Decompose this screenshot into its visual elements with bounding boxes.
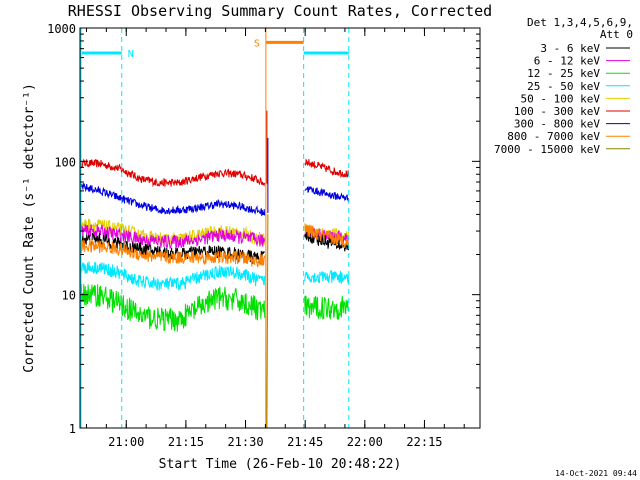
series-line-6-0 (79, 261, 266, 291)
legend-entry-label: 300 - 800 keV (514, 118, 600, 131)
series-line-1-1 (304, 185, 349, 202)
saa-flag-label: S (254, 38, 260, 49)
legend-entry-label: 12 - 25 keV (527, 67, 600, 80)
legend-entry-label: 100 - 300 keV (514, 105, 600, 118)
night-flag-label: N (128, 49, 134, 60)
series-line-0-0 (79, 157, 266, 188)
y-tick-label: 100 (54, 155, 76, 169)
x-tick-label: 22:00 (347, 435, 383, 449)
y-tick-label: 1 (69, 422, 76, 436)
x-axis-label: Start Time (26-Feb-10 20:48:22) (159, 457, 402, 472)
y-tick-label: 10 (62, 289, 76, 303)
y-tick-label: 1000 (47, 22, 76, 36)
legend-entry-label: 25 - 50 keV (527, 80, 600, 93)
series-line-5-0 (79, 238, 266, 268)
legend-entry-label: 800 - 7000 keV (507, 130, 600, 143)
series-line-5-1 (304, 223, 349, 249)
series-line-6-1 (304, 270, 349, 284)
x-tick-label: 21:15 (168, 435, 204, 449)
x-tick-label: 21:45 (287, 435, 323, 449)
x-tick-label: 22:15 (406, 435, 442, 449)
legend-header-line-1: Det 1,3,4,5,6,9, (527, 16, 633, 29)
legend-entry-label: 6 - 12 keV (534, 55, 601, 68)
legend-entry-label: 50 - 100 keV (521, 92, 601, 105)
series-line-0-1 (304, 158, 349, 179)
series-line-4-1 (304, 231, 349, 252)
series-line-1-0 (79, 181, 266, 217)
series-line-3-0 (79, 224, 266, 250)
x-tick-label: 21:30 (227, 435, 263, 449)
plot-frame (79, 27, 481, 429)
timestamp: 14-Oct-2021 09:44 (555, 469, 637, 478)
series-line-7-1 (304, 295, 349, 320)
legend-entry-label: 7000 - 15000 keV (494, 143, 600, 156)
legend-entry-label: 3 - 6 keV (540, 42, 600, 55)
flare-rise-olive (266, 214, 269, 429)
x-tick-label: 21:00 (108, 435, 144, 449)
series-line-7-0 (79, 282, 266, 332)
chart-title: RHESSI Observing Summary Count Rates, Co… (68, 2, 492, 20)
band-layer: NS (80, 28, 350, 428)
legend-header-line-2: Att 0 (600, 28, 633, 41)
axis-layer: 21:00 21:15 21:30 21:45 22:00 22:15 1 10 100 1000 (47, 22, 480, 449)
y-axis-label: Corrected Count Rate (s⁻¹ detector⁻¹) (22, 83, 37, 373)
